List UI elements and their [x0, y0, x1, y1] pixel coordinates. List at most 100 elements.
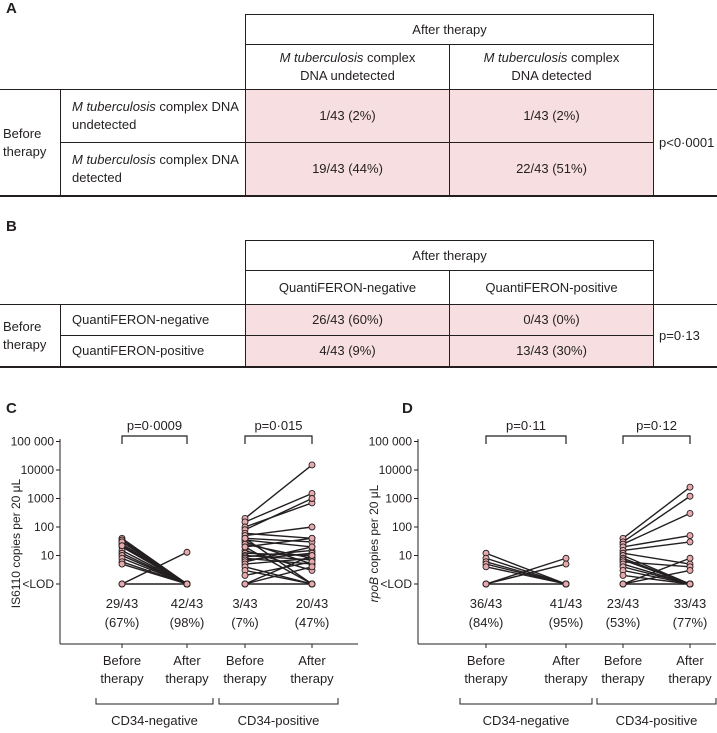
panel-b-header-mid-line [245, 270, 654, 271]
percent-label: (47%) [295, 615, 330, 630]
pair-line [121, 563, 188, 585]
panel-b-bottom-line [0, 366, 717, 368]
panel-b-body-top-line [0, 304, 717, 305]
y-tick-label: <LOD [22, 577, 54, 591]
panel-b-col-divider-mid [449, 270, 450, 367]
panel-a-col2-organism: M tuberculosis [483, 50, 568, 66]
panel-a-r1c1: 1/43 (2%) [246, 90, 449, 142]
pair-line [244, 546, 313, 585]
panel-a-header-mid-line [245, 44, 654, 45]
panel-b-col-divider-right [653, 240, 654, 367]
x-tick-label-line1: Before [604, 653, 642, 668]
pair-line [485, 552, 567, 585]
y-axis-title-prefix: IS [9, 597, 23, 608]
y-tick-label: 1000 [27, 492, 54, 506]
panel-a-header-top-line [245, 14, 654, 15]
panel-a-row2-line2: detected [72, 170, 122, 185]
panel-a-letter: A [6, 0, 17, 17]
count-label: 23/43 [607, 596, 640, 611]
panel-b-p-value: p=0·13 [659, 327, 700, 343]
x-tick-label-line1: After [173, 653, 201, 668]
chart-c: C <LOD 10 100 1000 10000 100 000 IS6110 copies … [6, 400, 358, 728]
x-tick-label-line1: Before [103, 653, 141, 668]
p-value-label: p=0·11 [506, 418, 546, 433]
pair-line [121, 545, 188, 585]
pair-line [244, 554, 313, 585]
count-label: 3/43 [232, 596, 257, 611]
pair-line [244, 526, 313, 537]
pair-line [622, 557, 691, 585]
panel-a-col-divider-right [653, 14, 654, 196]
data-point-after [308, 563, 316, 571]
pair-line [622, 561, 691, 568]
p-value-label: p=0·0009 [127, 418, 182, 433]
y-axis-title-gene: rpoB [367, 577, 381, 602]
data-point-before [619, 571, 627, 579]
percent-label: (84%) [469, 615, 504, 630]
panel-a-col2-suffix: complex [567, 50, 620, 66]
panel-a-row1-suffix: complex DNA [155, 99, 239, 115]
panel-b-r2c1: 4/43 (9%) [246, 336, 449, 366]
y-axis-title: rpoB copies per 20 μL [367, 484, 381, 602]
pair-line [485, 557, 567, 585]
y-tick-label: 100 000 [11, 435, 55, 449]
data-point-before [118, 560, 126, 568]
data-point-before [118, 580, 126, 588]
data-point-after [686, 532, 694, 540]
panel-a-row2-organism: M tuberculosis [72, 152, 156, 168]
panel-b-r2c2: 13/43 (30%) [450, 336, 653, 366]
panel-a-row1-line2: undetected [72, 117, 137, 132]
pair-line [622, 512, 691, 545]
panel-a-row1-organism: M tuberculosis [72, 99, 156, 115]
group-cd34-negative: p=0·11 36/43 (84%) 41/43 (95%) Before therapy A… [459, 418, 593, 728]
panel-b-row1-label: QuantiFERON-negative [72, 312, 210, 328]
panel-b-row2-label: QuantiFERON-positive [72, 343, 205, 359]
pair-line [244, 464, 313, 519]
y-axis-title-rest: copies per 20 μL [367, 484, 381, 577]
y-axis-title: IS6110 copies per 20 μL [9, 478, 23, 608]
data-point-before [241, 543, 249, 551]
percent-label: (77%) [673, 615, 708, 630]
data-point-after [686, 492, 694, 500]
panel-a-col2-header: M tuberculosis complex DNA detected [450, 45, 653, 89]
panel-a-col1-line2: DNA undetected [300, 68, 395, 83]
panel-a-r1c2: 1/43 (2%) [450, 90, 653, 142]
significance-bracket [622, 435, 691, 444]
pair-line [244, 537, 313, 585]
pair-line [244, 492, 313, 523]
pair-line [244, 537, 313, 543]
panel-a-p-value: p<0·0001 [659, 134, 715, 150]
x-tick-label-line2: therapy [165, 671, 209, 686]
p-value-label: p=0·12 [636, 418, 677, 433]
panel-a-row2-label: M tuberculosis complex DNA detected [72, 143, 244, 195]
data-point-before [482, 563, 490, 571]
chart-d: D <LOD 10 100 1000 10000 100 000 rpoB copies pe… [367, 400, 717, 728]
panel-a-col1-suffix: complex [363, 50, 416, 66]
x-tick-label-line2: therapy [464, 671, 508, 686]
data-point-after [686, 509, 694, 517]
p-value-label: p=0·015 [254, 418, 302, 433]
y-tick-label: 10 [41, 549, 55, 563]
panel-a-col1-header: M tuberculosis complex DNA undetected [246, 45, 449, 89]
percent-label: (7%) [231, 615, 258, 630]
y-tick-label: <LOD [380, 577, 412, 591]
y-tick-label: 100 [34, 520, 54, 534]
data-point-after [686, 538, 694, 546]
data-point-after [562, 580, 570, 588]
significance-bracket [121, 435, 188, 444]
group-label: CD34-positive [238, 713, 320, 728]
panel-a-row2-suffix: complex DNA [155, 152, 239, 168]
data-point-after [308, 495, 316, 502]
pair-line [244, 502, 313, 528]
group-cd34-positive: p=0·12 23/43 (53%) 33/43 (77%) Before therapy A… [596, 418, 717, 728]
pair-line [244, 497, 313, 531]
x-tick-label-line2: therapy [223, 671, 267, 686]
percent-label: (95%) [549, 615, 584, 630]
panel-b-before-1: Before [3, 318, 42, 334]
data-point-after [183, 580, 191, 588]
panel-d-letter: D [402, 400, 413, 417]
data-point-before [118, 542, 126, 550]
data-point-after [308, 461, 316, 469]
panel-a-col-divider-mid [449, 44, 450, 196]
count-label: 20/43 [296, 596, 329, 611]
